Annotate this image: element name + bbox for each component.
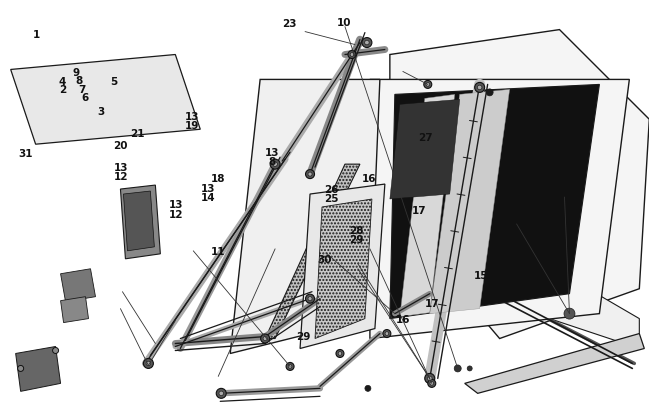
Circle shape [263,337,267,341]
Polygon shape [265,165,360,339]
Circle shape [18,366,23,371]
Polygon shape [315,200,372,339]
Text: 29: 29 [296,331,311,341]
Text: 30: 30 [318,254,332,264]
Polygon shape [10,55,200,145]
Circle shape [286,362,294,371]
Text: 14: 14 [201,193,216,202]
Text: 16: 16 [396,315,410,324]
Text: 22: 22 [558,143,572,153]
Circle shape [261,334,270,343]
Text: 20: 20 [114,141,128,151]
Text: 4: 4 [58,77,66,86]
Polygon shape [230,80,380,354]
Text: 8: 8 [268,156,276,166]
Text: 13: 13 [114,162,128,173]
Polygon shape [120,185,161,259]
Polygon shape [60,269,96,302]
Circle shape [219,391,224,396]
Text: 9: 9 [72,68,79,77]
Circle shape [424,81,432,89]
Text: 25: 25 [324,194,339,203]
Circle shape [486,90,493,97]
Text: 10: 10 [337,18,352,28]
Circle shape [338,352,342,356]
Polygon shape [370,80,629,339]
Circle shape [348,51,356,60]
Text: 12: 12 [114,171,128,181]
Text: 1: 1 [32,30,40,40]
Polygon shape [300,185,385,349]
Text: 18: 18 [211,173,226,183]
Circle shape [365,41,369,46]
Circle shape [365,386,371,391]
Text: 19: 19 [185,121,199,131]
Circle shape [564,308,575,319]
Polygon shape [430,90,510,314]
Text: 13: 13 [185,112,200,122]
Circle shape [306,170,315,179]
Text: 24: 24 [506,161,521,171]
Circle shape [270,160,280,170]
Text: 13: 13 [168,200,183,209]
Circle shape [474,83,485,93]
Circle shape [425,373,435,384]
Text: 13: 13 [265,147,279,158]
Text: 3: 3 [98,107,105,117]
Text: 17: 17 [424,298,439,308]
Circle shape [385,332,389,335]
Circle shape [273,162,278,167]
Circle shape [216,388,226,399]
Text: 27: 27 [418,133,433,143]
Text: 26: 26 [324,185,339,194]
Text: 13: 13 [201,184,216,194]
Polygon shape [390,30,649,339]
Text: 15: 15 [473,270,488,280]
Circle shape [477,86,482,90]
Circle shape [289,365,292,368]
Circle shape [467,366,472,371]
Circle shape [336,350,344,358]
Circle shape [362,38,372,49]
Text: 2: 2 [58,85,66,94]
Circle shape [146,361,151,366]
Circle shape [428,376,432,381]
Circle shape [428,379,436,388]
Circle shape [350,53,354,57]
Polygon shape [465,334,644,393]
Polygon shape [60,297,88,323]
Polygon shape [390,100,460,200]
Circle shape [308,173,312,177]
Polygon shape [16,347,60,391]
Text: 31: 31 [18,149,32,159]
Circle shape [53,347,58,354]
Text: 7: 7 [78,85,85,94]
Circle shape [383,330,391,338]
Text: 6: 6 [81,93,88,102]
Text: 12: 12 [168,210,183,220]
Circle shape [308,297,312,301]
Text: 28: 28 [349,226,363,236]
Circle shape [306,294,315,303]
Polygon shape [124,192,154,251]
Polygon shape [400,95,455,317]
Text: 11: 11 [211,246,226,256]
Text: 29: 29 [349,234,363,245]
Text: 21: 21 [129,129,144,139]
Polygon shape [460,214,640,349]
Circle shape [144,358,153,369]
Text: 17: 17 [411,206,426,215]
Text: 23: 23 [282,19,296,29]
Circle shape [454,365,462,372]
Text: 8: 8 [75,76,82,85]
Text: 5: 5 [111,77,118,86]
Polygon shape [390,85,599,319]
Circle shape [430,382,434,385]
Text: 16: 16 [362,173,376,183]
Text: 23: 23 [558,151,572,161]
Circle shape [426,83,430,87]
